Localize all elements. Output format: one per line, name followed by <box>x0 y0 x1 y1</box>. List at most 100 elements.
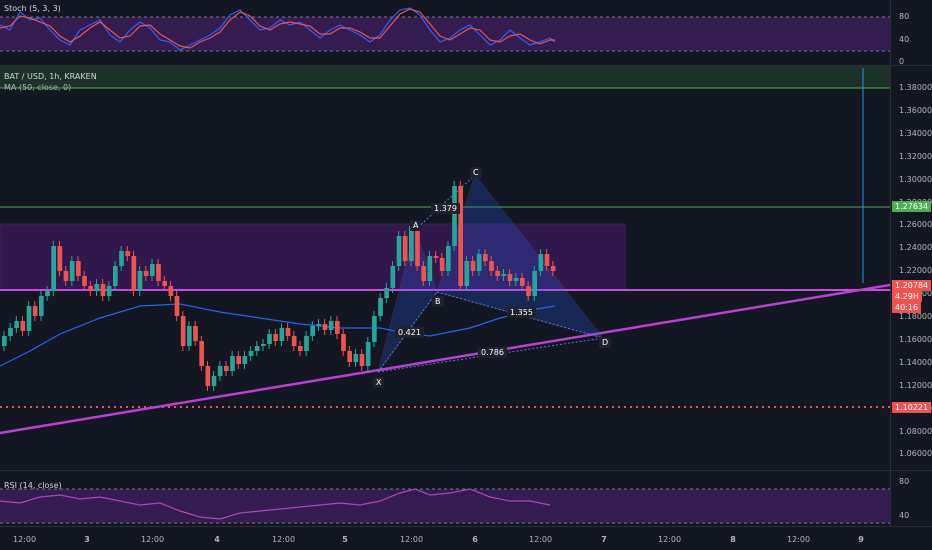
candle-body <box>439 258 445 271</box>
candle-body <box>476 254 482 271</box>
candle-body <box>470 261 476 271</box>
price-axis-tick: 1.30000 <box>899 174 932 184</box>
candle-body <box>267 334 272 344</box>
candle-body <box>2 336 7 346</box>
price-axis-tick: 1.22000 <box>899 266 932 276</box>
candle-body <box>353 354 359 362</box>
candle-body <box>520 278 525 286</box>
candle-body <box>100 284 106 296</box>
candle-body <box>526 286 531 296</box>
time-axis-tick: 8 <box>730 535 736 544</box>
candle-body <box>532 271 537 296</box>
pane-separator[interactable] <box>0 526 932 527</box>
candle-body <box>57 246 63 271</box>
candle-body <box>125 251 130 256</box>
time-axis-tick: 12:00 <box>13 535 37 544</box>
candle-body <box>285 328 291 336</box>
time-axis-tick: 3 <box>84 535 90 544</box>
candle-body <box>279 328 285 341</box>
candle-body <box>433 256 439 258</box>
pattern-point-x: X <box>373 377 385 388</box>
candle-body <box>335 321 340 334</box>
candle-body <box>452 186 457 246</box>
price-axis-tick: 1.08000 <box>899 426 932 436</box>
price-tag-time: 40:16 <box>892 302 922 313</box>
candle-body <box>224 366 229 371</box>
candle-body <box>143 271 149 276</box>
rsi-pane[interactable]: RSI (14, close) <box>0 471 890 526</box>
pattern-point-d: D <box>599 337 612 348</box>
candle-body <box>199 341 204 366</box>
candle-body <box>32 306 38 316</box>
time-axis-tick: 12:00 <box>529 535 553 544</box>
candle-body <box>347 351 352 362</box>
candle-body <box>217 366 223 376</box>
candle-body <box>254 346 260 351</box>
candle-body <box>328 321 334 330</box>
candle-body <box>187 326 192 346</box>
candle-body <box>242 356 248 364</box>
candle-body <box>464 261 470 286</box>
price-tag-green: 1.27634 <box>892 201 932 212</box>
candle-body <box>402 236 408 261</box>
candle-body <box>538 254 544 271</box>
candle-body <box>230 356 235 371</box>
candle-body <box>322 324 328 330</box>
candle-body <box>507 274 513 281</box>
candle-body <box>291 336 297 346</box>
candle-body <box>119 251 124 266</box>
stoch-title: Stoch (5, 3, 3) <box>4 4 61 13</box>
stoch-price-axis[interactable]: 80 40 0 <box>890 0 932 66</box>
candle-body <box>82 276 87 286</box>
candle-body <box>106 286 112 296</box>
pane-separator[interactable] <box>0 65 932 66</box>
ma-title: MA (50, close, 0) <box>4 83 72 92</box>
candle-body <box>137 271 143 291</box>
candle-body <box>415 226 420 266</box>
candle-body <box>156 264 161 281</box>
candle-body <box>20 321 26 331</box>
pattern-point-b: B <box>432 296 444 307</box>
main-chart-pane[interactable]: BAT / USD, 1h, KRAKEN MA (50, close, 0) … <box>0 66 890 470</box>
time-axis-tick: 12:00 <box>787 535 811 544</box>
candle-body <box>14 321 19 328</box>
price-axis-tick: 1.38000 <box>899 83 932 92</box>
ratio-label: 0.421 <box>395 327 424 338</box>
rsi-title: RSI (14, close) <box>4 481 62 490</box>
time-axis-tick: 12:00 <box>658 535 682 544</box>
price-axis-tick: 1.32000 <box>899 151 932 161</box>
candle-body <box>26 306 32 331</box>
main-price-axis[interactable]: 1.380001.360001.340001.320001.300001.280… <box>890 66 932 470</box>
candle-body <box>261 344 266 346</box>
candle-body <box>304 336 309 351</box>
candle-body <box>310 326 315 336</box>
rsi-price-axis[interactable]: 80 40 <box>890 471 932 526</box>
candle-body <box>359 354 365 366</box>
candle-body <box>501 274 507 276</box>
candle-body <box>236 356 241 364</box>
candle-body <box>168 286 174 296</box>
candle-body <box>76 261 81 276</box>
candle-body <box>205 366 211 386</box>
candle-body <box>63 271 69 281</box>
candle-body <box>550 266 556 271</box>
candle-body <box>8 328 13 336</box>
candle-body <box>458 186 463 286</box>
candle-body <box>211 376 217 386</box>
candle-body <box>427 256 433 281</box>
candle-body <box>298 346 303 351</box>
time-axis-tick: 7 <box>601 535 607 544</box>
stoch-tick: 0 <box>899 57 905 66</box>
pattern-point-c: C <box>470 167 482 178</box>
candle-body <box>316 324 322 326</box>
price-axis-tick: 1.26000 <box>899 220 932 230</box>
price-tag-countdown: 4.29H <box>892 291 922 302</box>
candle-body <box>94 284 100 291</box>
pane-separator[interactable] <box>0 470 932 471</box>
stoch-pane[interactable]: Stoch (5, 3, 3) <box>0 0 890 65</box>
time-axis[interactable]: 12:00 3 12:00 4 12:00 5 12:00 6 12:00 7 12:00 8 12:0… <box>0 527 932 550</box>
price-chart <box>0 66 890 435</box>
price-axis-tick: 1.12000 <box>899 380 932 390</box>
stoch-chart <box>0 7 890 52</box>
candle-body <box>513 278 519 281</box>
